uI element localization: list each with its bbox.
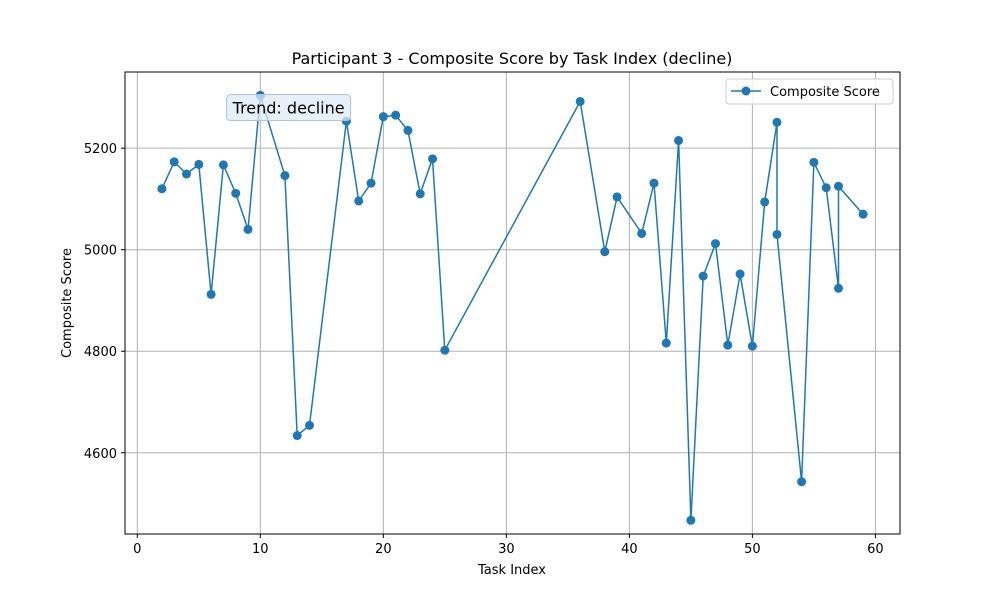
legend-box xyxy=(725,78,894,105)
data-point xyxy=(440,345,450,355)
data-point xyxy=(735,269,745,279)
data-point xyxy=(698,271,708,281)
x-tick-label: 30 xyxy=(498,542,515,557)
data-point xyxy=(797,477,807,487)
data-point xyxy=(772,229,782,239)
data-point xyxy=(218,160,228,170)
legend-marker-sample xyxy=(741,86,751,96)
data-point xyxy=(821,183,831,193)
data-point xyxy=(637,228,647,238)
grid xyxy=(125,72,900,534)
x-tick-label: 60 xyxy=(867,542,884,557)
data-point xyxy=(354,196,364,206)
series-layer xyxy=(157,90,868,525)
y-tick-label: 4800 xyxy=(84,345,117,360)
x-tick-label: 10 xyxy=(252,542,269,557)
data-point xyxy=(231,188,241,198)
data-point xyxy=(760,197,770,207)
data-point xyxy=(772,117,782,127)
data-point xyxy=(649,178,659,188)
data-point xyxy=(661,338,671,348)
data-point xyxy=(415,189,425,199)
data-point xyxy=(366,178,376,188)
x-tick-label: 20 xyxy=(375,542,392,557)
data-point xyxy=(194,159,204,169)
data-point xyxy=(243,224,253,234)
data-point xyxy=(747,341,757,351)
x-axis-title: Task Index xyxy=(477,563,546,578)
chart-title: Participant 3 - Composite Score by Task … xyxy=(292,49,733,68)
data-point xyxy=(809,157,819,167)
data-point xyxy=(612,192,622,202)
x-tick-label: 0 xyxy=(133,542,141,557)
data-point xyxy=(280,171,290,181)
data-point xyxy=(833,283,843,293)
data-point xyxy=(378,112,388,122)
data-point xyxy=(182,169,192,179)
legend: Composite Score xyxy=(725,78,894,105)
data-point xyxy=(575,96,585,106)
data-point xyxy=(710,239,720,249)
data-point xyxy=(403,125,413,135)
data-point xyxy=(428,154,438,164)
y-axis-title: Composite Score xyxy=(60,248,75,358)
data-point xyxy=(157,184,167,194)
data-point xyxy=(292,431,302,441)
axis-ticks: 0 10 20 30 40 50 60 4600 4800 5000 5200 xyxy=(84,142,884,557)
data-point xyxy=(686,515,696,525)
annotation-box: Trend: decline xyxy=(226,94,352,122)
data-point xyxy=(833,181,843,191)
y-tick-label: 4600 xyxy=(84,447,117,462)
y-tick-label: 5000 xyxy=(84,244,117,259)
plot-frame xyxy=(124,71,901,535)
data-point xyxy=(391,110,401,120)
data-point xyxy=(206,289,216,299)
legend-label: Composite Score xyxy=(770,85,880,100)
annotation-background xyxy=(226,94,352,122)
x-tick-label: 50 xyxy=(744,542,761,557)
data-point xyxy=(858,209,868,219)
data-point xyxy=(723,340,733,350)
data-point xyxy=(305,420,315,430)
data-point xyxy=(600,247,610,257)
y-tick-label: 5200 xyxy=(84,142,117,157)
data-point xyxy=(674,136,684,146)
data-point xyxy=(169,157,179,167)
annotation-text: Trend: decline xyxy=(232,99,345,118)
x-tick-label: 40 xyxy=(621,542,638,557)
